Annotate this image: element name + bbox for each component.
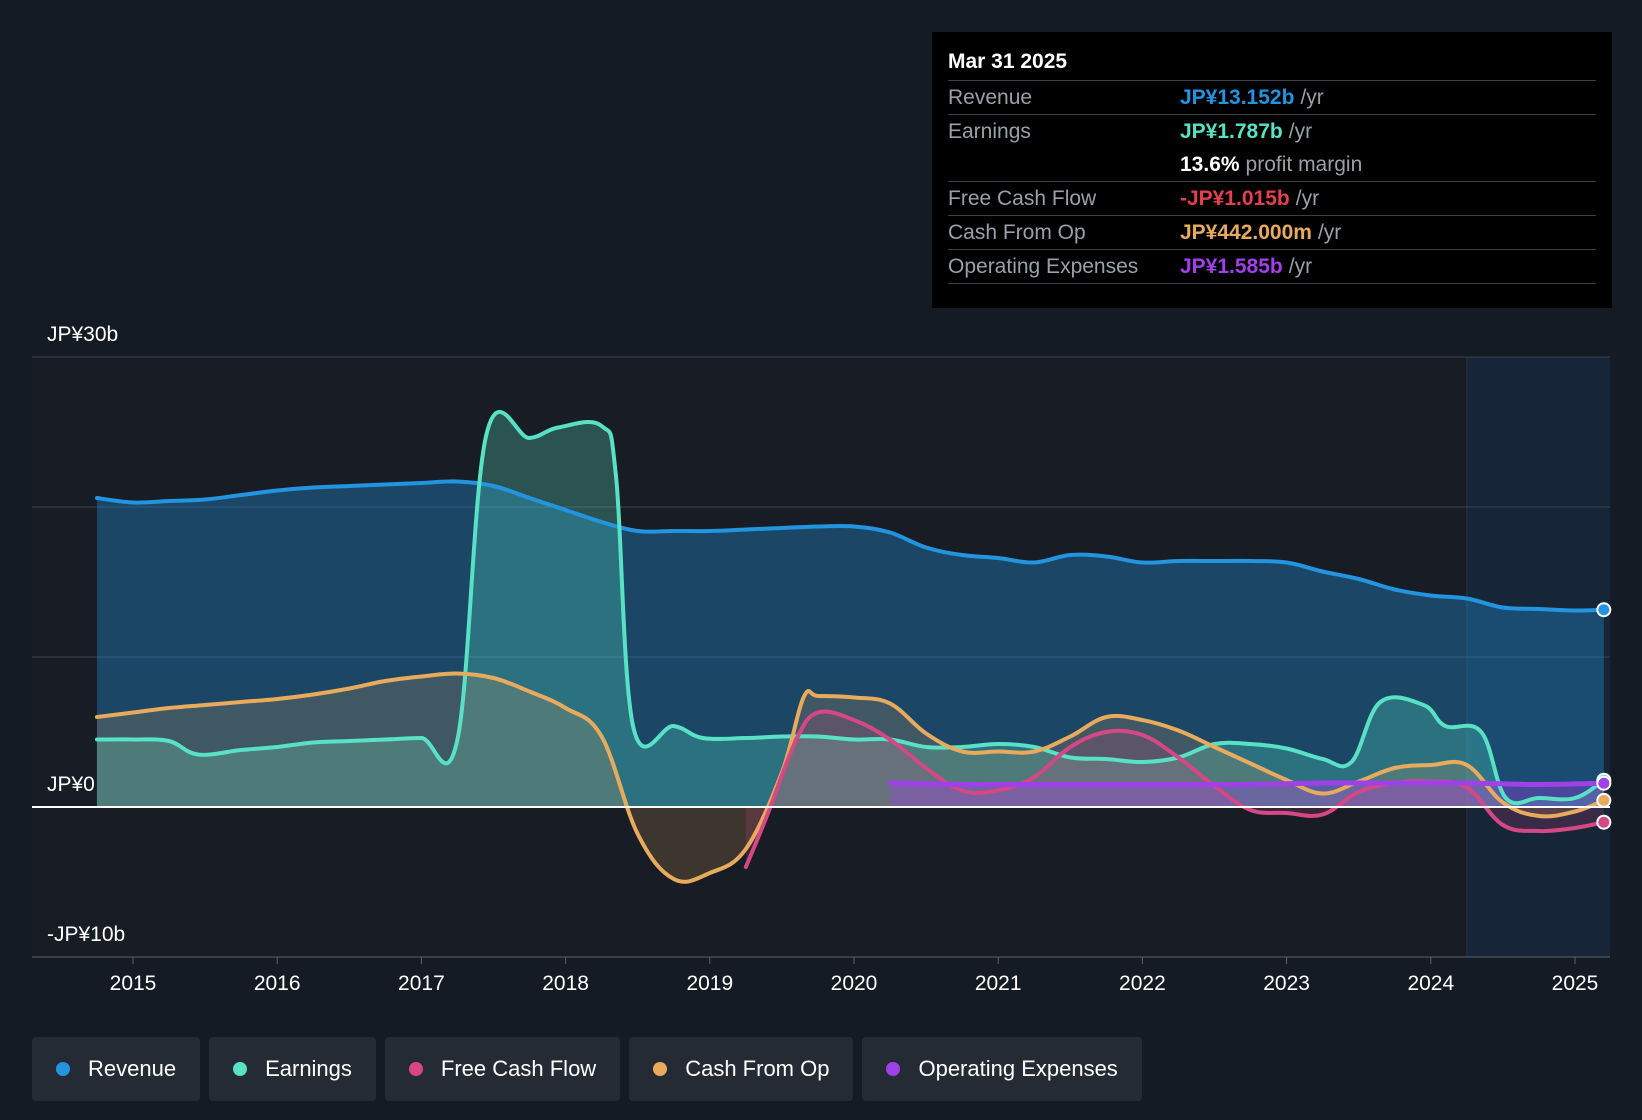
series-fill-free-cash-flow	[745, 711, 1604, 867]
tooltip-row-revenue: Revenue JP¥13.152b /yr	[948, 81, 1596, 115]
tooltip-label: Free Cash Flow	[948, 187, 1097, 210]
tooltip: Mar 31 2025 Revenue JP¥13.152b /yr Earni…	[932, 32, 1612, 308]
legend-label: Revenue	[88, 1056, 177, 1081]
tooltip-unit: /yr	[1288, 255, 1313, 278]
x-axis-labels: 2015 2016 2017 2018 2019 2020 2021 2022 2023 2024…	[32, 956, 1610, 995]
tooltip-value: 13.6%	[1180, 153, 1240, 176]
y-tick-label: JP¥30b	[47, 323, 118, 346]
legend-dot-icon	[408, 1062, 423, 1076]
legend-label: Free Cash Flow	[440, 1056, 597, 1081]
tooltip-unit: /yr	[1317, 221, 1342, 244]
tooltip-row-operating-expenses: Operating Expenses JP¥1.585b /yr	[948, 250, 1596, 284]
tooltip-unit: /yr	[1300, 86, 1324, 109]
x-tick-label: 2020	[831, 972, 878, 995]
legend-label: Operating Expenses	[918, 1056, 1118, 1081]
x-tick-label: 2017	[398, 972, 445, 995]
tooltip-label	[948, 148, 1180, 181]
x-tick-label: 2021	[975, 972, 1022, 995]
tooltip-row-profit-margin: 13.6% profit margin	[948, 148, 1596, 182]
tooltip-label: Earnings	[948, 120, 1031, 143]
tooltip-label: Revenue	[948, 86, 1033, 109]
y-tick-label: JP¥0	[47, 773, 95, 796]
legend: Revenue Earnings Free Cash Flow Cash Fro…	[32, 1037, 1151, 1101]
end-dot-cash-from-op	[1596, 792, 1612, 808]
y-tick-label: -JP¥10b	[47, 923, 125, 946]
tooltip-row-cash-from-op: Cash From Op JP¥442.000m /yr	[948, 216, 1596, 250]
end-dot-operating-expenses	[1596, 775, 1612, 791]
x-tick-label: 2016	[254, 972, 301, 995]
series-line-earnings	[94, 410, 1606, 806]
tooltip-unit: /yr	[1295, 187, 1320, 210]
x-tick-label: 2018	[542, 972, 589, 995]
x-tick-label: 2023	[1263, 972, 1310, 995]
tooltip-date: Mar 31 2025	[948, 46, 1596, 81]
legend-dot-icon	[886, 1062, 901, 1076]
legend-item-free-cash-flow[interactable]: Free Cash Flow	[384, 1037, 621, 1101]
x-tick-label: 2019	[686, 972, 733, 995]
legend-label: Earnings	[265, 1056, 352, 1081]
tooltip-label: Operating Expenses	[948, 255, 1139, 278]
x-tick-label: 2015	[110, 972, 157, 995]
tooltip-value: JP¥13.152b	[1180, 86, 1295, 109]
tooltip-unit: /yr	[1288, 120, 1313, 143]
legend-label: Cash From Op	[685, 1056, 830, 1081]
tooltip-value: -JP¥1.015b	[1180, 187, 1290, 210]
legend-dot-icon	[56, 1062, 70, 1076]
y-axis-labels: JP¥30b JP¥0 -JP¥10b	[47, 323, 125, 946]
legend-dot-icon	[653, 1062, 668, 1076]
end-dot-revenue	[1596, 602, 1612, 618]
x-tick-label: 2022	[1119, 972, 1166, 995]
end-markers	[1596, 602, 1612, 830]
x-tick-label: 2024	[1407, 972, 1454, 995]
legend-item-cash-from-op[interactable]: Cash From Op	[629, 1037, 854, 1101]
tooltip-unit: profit margin	[1245, 153, 1363, 176]
tooltip-label: Cash From Op	[948, 221, 1086, 244]
tooltip-row-free-cash-flow: Free Cash Flow -JP¥1.015b /yr	[948, 182, 1596, 216]
legend-item-operating-expenses[interactable]: Operating Expenses	[862, 1037, 1142, 1101]
tooltip-value: JP¥1.787b	[1180, 120, 1283, 143]
series-lines	[94, 410, 1607, 884]
x-tick-label: 2025	[1552, 972, 1599, 995]
tooltip-value: JP¥1.585b	[1180, 255, 1283, 278]
legend-item-earnings[interactable]: Earnings	[209, 1037, 376, 1101]
series-line-revenue	[94, 479, 1606, 613]
end-dot-free-cash-flow	[1596, 814, 1612, 830]
series-fill-cash-from-op	[96, 673, 1604, 882]
tooltip-value: JP¥442.000m	[1180, 221, 1312, 244]
tooltip-row-earnings: Earnings JP¥1.787b /yr	[948, 115, 1596, 148]
legend-item-revenue[interactable]: Revenue	[32, 1037, 201, 1101]
legend-dot-icon	[233, 1062, 248, 1076]
series-line-operating-expenses	[887, 780, 1607, 788]
series-fill-earnings	[96, 411, 1604, 807]
series-fill-operating-expenses	[890, 782, 1604, 807]
